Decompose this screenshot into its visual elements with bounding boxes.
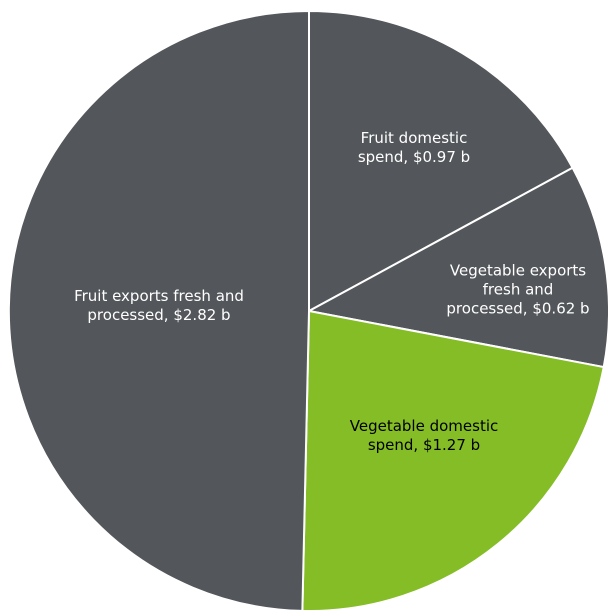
pie-slice-fruit-exports-fresh-and-processed: [7, 10, 310, 610]
slice-label-line: Fruit exports fresh and: [74, 287, 244, 305]
pie-slice-vegetable-exports-fresh-and-processed: [308, 166, 608, 369]
slice-label-line: processed, $2.82 b: [87, 306, 230, 324]
pie-slices: [7, 10, 608, 610]
pie-slice-vegetable-domestic-spend: [301, 310, 605, 610]
slice-label-line: spend, $0.97 b: [358, 148, 470, 166]
slice-label: Vegetable exports fresh and processed, $0.…: [446, 262, 589, 318]
slice-label-line: Fruit domestic: [361, 129, 468, 147]
slice-label-line: Vegetable domestic: [350, 417, 498, 435]
pie-labels: Fruit domestic spend, $0.97 b Vegetable ex…: [74, 129, 590, 454]
slice-label-line: processed, $0.62 b: [446, 300, 589, 318]
slice-label: Vegetable domestic spend, $1.27 b: [350, 417, 498, 454]
slice-label-line: fresh and: [483, 281, 554, 299]
pie-slice-fruit-domestic-spend: [308, 10, 574, 312]
slice-label-line: spend, $1.27 b: [368, 436, 480, 454]
slice-label-line: Vegetable exports: [450, 262, 586, 280]
slice-label: Fruit domestic spend, $0.97 b: [358, 129, 470, 166]
slice-label: Fruit exports fresh and processed, $2.82 …: [74, 287, 244, 324]
